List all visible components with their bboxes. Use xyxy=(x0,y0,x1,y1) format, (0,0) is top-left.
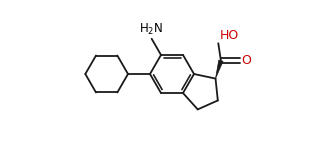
Text: H$_2$N: H$_2$N xyxy=(139,22,163,37)
Polygon shape xyxy=(216,60,223,79)
Text: HO: HO xyxy=(219,29,238,42)
Text: O: O xyxy=(241,54,251,67)
